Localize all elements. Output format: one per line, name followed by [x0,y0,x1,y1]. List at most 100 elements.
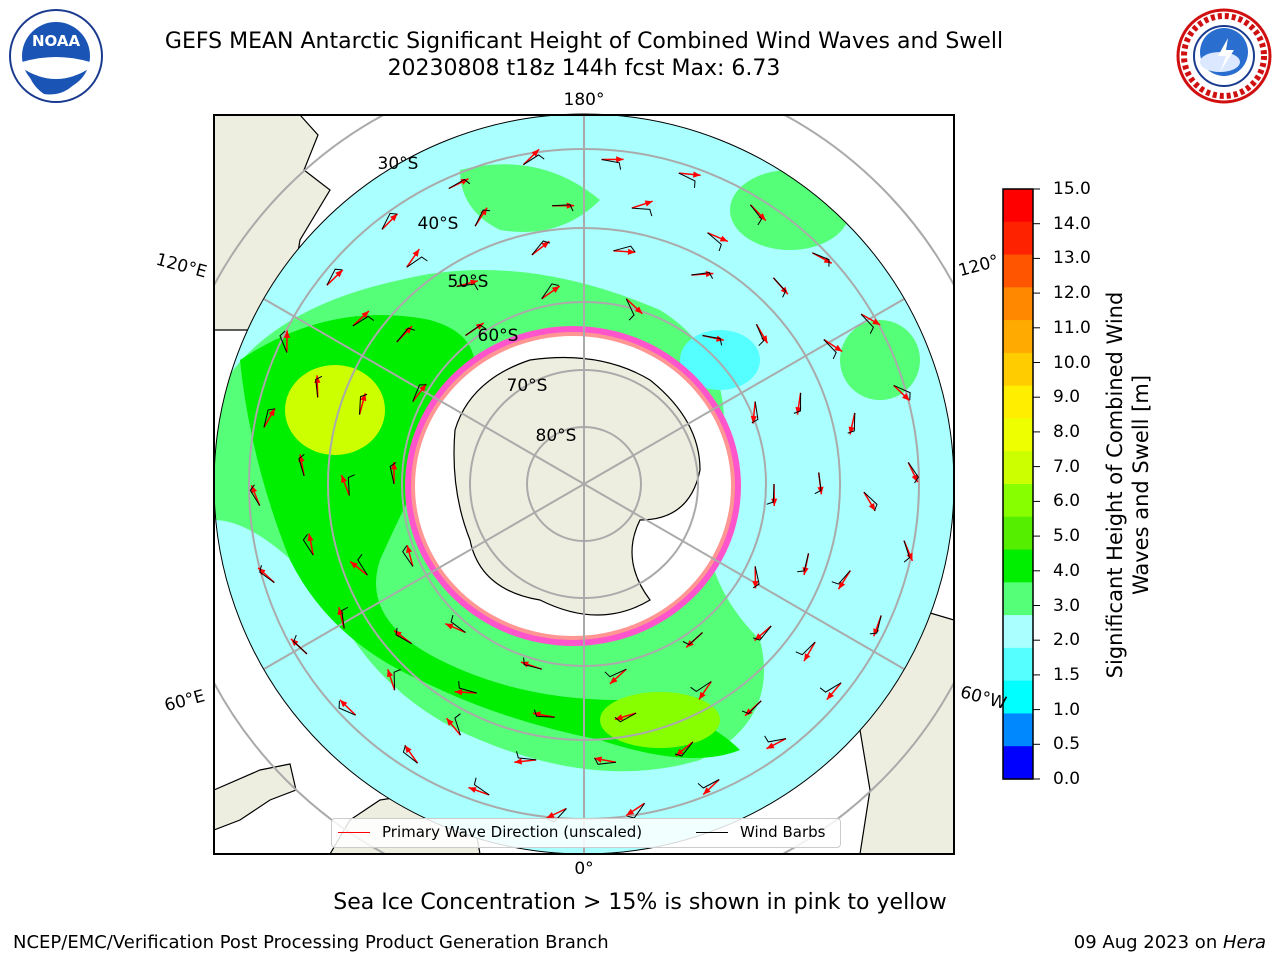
wave-arrow-head [698,691,706,700]
wave-arrow-head [361,310,369,319]
lon-label-180: 180° [564,90,605,110]
colorbar [1003,188,1040,780]
wind-barb [293,634,308,655]
wind-barb [766,483,775,505]
colorbar-band [1003,221,1033,256]
lat-label-40s: 40°S [418,214,459,234]
wind-barb [594,757,616,765]
wave-arrow-head [339,699,348,708]
colorbar-label: Significant Height of Combined Wind Wave… [1103,291,1153,679]
lon-label-0: 0° [574,859,593,879]
wind-barb [613,245,636,253]
colorbar-band [1003,451,1033,485]
wind-barb [752,566,760,589]
colorbar-band [1003,516,1033,551]
wave-arrow-head [802,567,809,575]
wind-barb [396,327,416,343]
wind-barb [831,570,851,585]
wind-barb [690,681,712,693]
wave-arrow-head [644,200,653,207]
colorbar-band [1003,418,1033,452]
colorbar-tick: 4.0 [1053,560,1081,581]
wind-barb [474,209,491,227]
wind-barb [402,745,418,764]
wave-arrow-head [546,812,555,818]
wave-arrow-head [902,393,910,401]
wind-barb [869,615,882,635]
colorbar-tick: 0.0 [1053,769,1081,789]
legend-primary-wave-swatch [338,832,370,833]
wind-barb [389,462,397,485]
wave-arrow-head [335,269,343,278]
wind-barb [263,408,276,428]
wind-barb [755,324,765,347]
wave-arrow-head [475,323,484,330]
wave-arrow-head [390,462,398,470]
wave-arrow-head [766,742,775,749]
wind-barb [773,277,787,298]
colorbar-band [1003,582,1033,616]
wave-arrow-head [390,213,398,222]
wind-barb [814,472,822,495]
colorbar-band [1003,713,1033,747]
wave-arrow-head [406,545,413,554]
wave-arrow-head [627,248,636,255]
wind-barb [707,232,722,252]
wind-barb [402,545,414,567]
wind-barb [406,256,428,268]
colorbar-band [1003,352,1033,387]
chart-title: GEFS MEAN Antarctic Significant Height o… [164,29,1004,54]
wave-arrow-head [412,249,420,257]
wave-arrow-head [703,787,711,795]
wave-arrow-head [445,623,454,630]
wave-arrow-head [468,787,477,793]
wind-barb [315,375,323,398]
wave-arrow-head [868,503,876,511]
legend-wind-barbs: Wind Barbs [696,823,825,841]
wind-barb [702,335,723,346]
wave-arrow-head [826,691,834,700]
wind-barb [741,700,762,715]
lon-label-120w: 120° [956,251,1001,281]
colorbar-tick: 0.5 [1053,734,1081,755]
wave-arrow-head [616,156,624,163]
wind-barb [338,700,356,716]
colorbar-band [1003,549,1033,583]
nws-logo [1176,8,1272,104]
wave-arrow-head [594,756,602,763]
wind-barb [793,392,802,414]
colorbar-tick: 1.0 [1053,699,1081,720]
wave-arrow-head [307,533,314,542]
noaa-logo: NOAA [9,9,103,103]
lon-label-60w: 60°W [958,682,1009,714]
wave-arrow-head [446,718,454,726]
wind-barb [465,324,487,336]
lat-label-80s: 80°S [536,426,577,446]
wind-barb [259,565,275,584]
colorbar-band [1003,680,1033,715]
wind-barb [302,534,314,556]
colorbar-band [1003,385,1033,420]
lat-label-70s: 70°S [507,376,548,396]
wind-barb [847,412,856,434]
wind-barb [678,172,696,188]
wind-barb [352,315,375,327]
colorbar-tick: 2.0 [1053,630,1081,651]
map-legend: Primary Wave Direction (unscaled) Wind B… [331,818,841,848]
wind-barb [450,614,466,633]
wind-barb [347,474,355,496]
credit-right: 09 Aug 2023 on Hera [1074,932,1266,953]
wind-barb [614,712,637,723]
colorbar-tick: 9.0 [1053,387,1081,408]
wave-arrow-head [480,207,488,216]
legend-wind-barbs-label: Wind Barbs [740,823,826,841]
wave-arrow-head [745,708,753,716]
lat-label-60s: 60°S [478,326,519,346]
graticule [214,115,954,854]
wind-barb [454,713,461,736]
wind-barb [393,669,401,691]
map-frame [213,114,955,855]
colorbar-band [1003,484,1033,518]
lon-label-120e: 120°E [154,250,209,283]
